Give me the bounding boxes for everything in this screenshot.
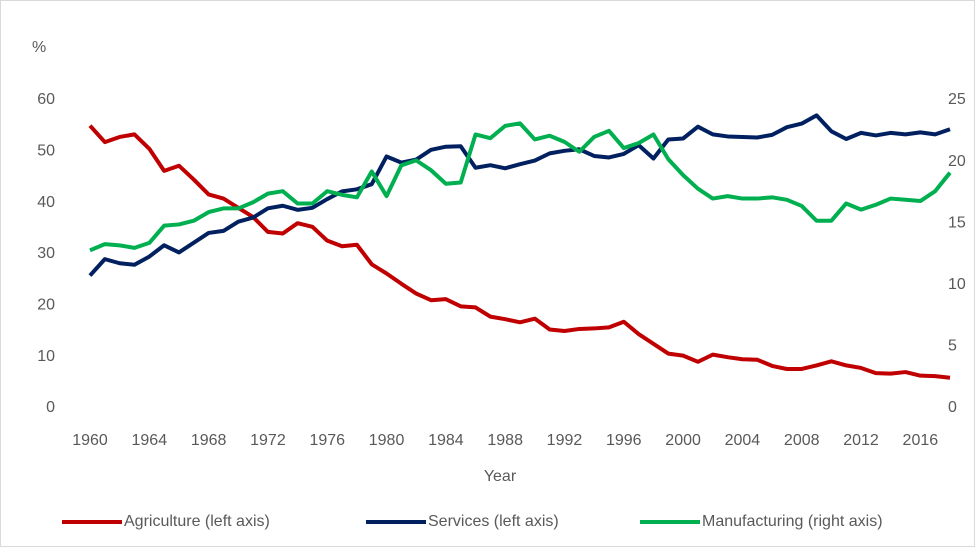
x-tick-label: 1992 (547, 432, 583, 449)
x-tick-label: 1996 (606, 432, 642, 449)
x-tick-label: 1972 (250, 432, 286, 449)
y2-tick-label: 0 (948, 399, 957, 416)
series-line (88, 113, 951, 277)
y2-tick-label: 20 (948, 153, 966, 170)
x-tick-label: 2008 (784, 432, 820, 449)
x-tick-label: 1968 (191, 432, 227, 449)
legend-label: Manufacturing (right axis) (702, 513, 883, 530)
y-tick-label: 20 (37, 297, 55, 314)
y2-tick-label: 10 (948, 276, 966, 293)
y2-tick-label: 5 (948, 338, 957, 355)
x-axis-label: Year (484, 468, 517, 485)
y-tick-label: 40 (37, 194, 55, 211)
legend-label: Services (left axis) (428, 513, 559, 530)
legend-label: Agriculture (left axis) (124, 513, 270, 530)
x-tick-label: 1976 (309, 432, 345, 449)
y2-tick-label: 25 (948, 91, 966, 108)
y2-tick-label: 15 (948, 214, 966, 231)
x-tick-label: 1980 (369, 432, 405, 449)
x-tick-label: 2000 (665, 432, 701, 449)
y-tick-label: 10 (37, 348, 55, 365)
y-tick-label: 30 (37, 245, 55, 262)
y-tick-label: 60 (37, 91, 55, 108)
x-tick-label: 2016 (903, 432, 939, 449)
x-tick-label: 1964 (132, 432, 168, 449)
x-tick-label: 1960 (72, 432, 108, 449)
x-tick-label: 2012 (843, 432, 879, 449)
series-line (89, 121, 952, 253)
series-line (88, 124, 951, 380)
x-tick-label: 1988 (487, 432, 523, 449)
x-tick-label: 2004 (725, 432, 761, 449)
y-tick-label: 0 (46, 399, 55, 416)
x-tick-label: 1984 (428, 432, 464, 449)
y-axis-label: % (32, 39, 46, 56)
y-tick-label: 50 (37, 143, 55, 160)
